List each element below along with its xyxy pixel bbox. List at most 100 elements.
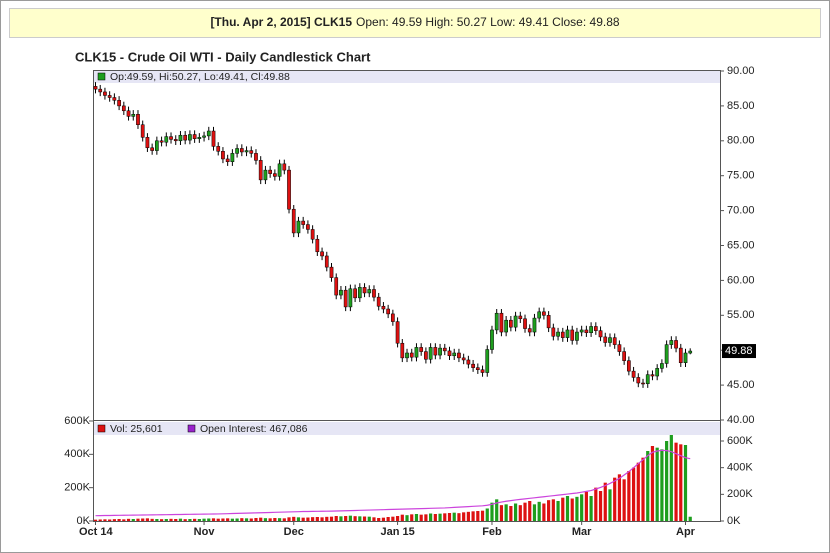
volume-bar xyxy=(622,479,626,521)
volume-bar xyxy=(277,518,282,521)
candle-body xyxy=(433,347,438,356)
volume-bar xyxy=(145,518,150,521)
volume-bar xyxy=(476,511,480,521)
candle-body xyxy=(504,319,508,333)
candle-body xyxy=(93,86,98,90)
candle-body xyxy=(391,313,395,322)
volume-bar xyxy=(683,445,688,521)
candle-body xyxy=(324,255,329,268)
volume-bar xyxy=(537,501,541,521)
volume-bar xyxy=(211,518,216,521)
candle-body xyxy=(268,169,272,174)
volume-bar xyxy=(509,506,513,521)
volume-bar xyxy=(202,518,206,521)
volume-bar xyxy=(98,519,102,521)
candle-body xyxy=(348,288,353,308)
volume-bar xyxy=(249,518,253,521)
candle-body xyxy=(244,150,249,153)
y-tick-label: 70.00 xyxy=(727,205,755,217)
y-tick-label: 65.00 xyxy=(727,239,755,251)
candle-body xyxy=(121,105,126,112)
volume-bar xyxy=(292,516,296,521)
candle-body xyxy=(584,329,589,334)
volume-bar xyxy=(164,519,168,521)
candle-body xyxy=(556,331,560,337)
volume-bar xyxy=(178,518,183,521)
candle-body xyxy=(589,326,593,333)
candle-body xyxy=(254,153,258,161)
volume-bar xyxy=(315,517,319,521)
candle-body xyxy=(452,352,457,357)
volume-bar xyxy=(504,504,508,521)
price-legend: Op:49.59, Hi:50.27, Lo:49.41, Cl:49.88 xyxy=(110,71,290,83)
volume-bar xyxy=(159,519,164,521)
candle-body xyxy=(419,347,424,352)
volume-bar xyxy=(122,519,126,521)
volume-bar xyxy=(174,519,178,521)
last-price-box xyxy=(722,344,756,359)
y-tick-label: 85.00 xyxy=(727,100,755,112)
volume-bar xyxy=(216,518,220,521)
info-bold: [Thu. Apr 2, 2015] CLK15 xyxy=(210,15,352,29)
candle-body xyxy=(674,340,678,349)
candle-body xyxy=(593,326,598,331)
volume-bar xyxy=(561,497,565,521)
candle-body xyxy=(206,130,211,137)
candle-body xyxy=(273,173,277,177)
volume-bar xyxy=(367,516,371,521)
candle-body xyxy=(447,350,452,357)
candle-body xyxy=(438,347,442,356)
x-tick-label: Jan 15 xyxy=(380,526,414,538)
candle-body xyxy=(636,377,641,384)
candle-body xyxy=(103,91,107,96)
volume-bar xyxy=(518,505,522,521)
y-tick-label: 60.00 xyxy=(727,274,755,286)
volume-bar xyxy=(287,517,291,521)
candle-body xyxy=(532,317,537,333)
candle-body xyxy=(178,134,183,142)
chart-title: CLK15 - Crude Oil WTI - Daily Candlestic… xyxy=(75,49,371,64)
y2-tick-label: 200K xyxy=(727,488,753,500)
candle-body xyxy=(494,312,499,331)
volume-bar xyxy=(254,518,258,521)
candle-body xyxy=(622,351,626,361)
volume-bar xyxy=(650,446,655,521)
volume-bar xyxy=(480,510,485,521)
volume-bar xyxy=(193,518,197,521)
candle-body xyxy=(565,329,570,338)
volume-bar xyxy=(641,457,645,521)
candle-body xyxy=(527,328,532,333)
candle-body xyxy=(258,160,263,181)
candle-body xyxy=(669,340,674,345)
candle-body xyxy=(551,327,556,337)
candle-body xyxy=(239,148,244,153)
candle-body xyxy=(117,100,121,107)
candle-body xyxy=(386,308,390,315)
y2-tick-label: 600K xyxy=(727,435,753,447)
x-tick-label: Feb xyxy=(482,526,502,538)
candle-body xyxy=(164,136,169,143)
volume-bar xyxy=(103,519,107,521)
volume-bar xyxy=(462,512,466,521)
candle-body xyxy=(339,289,343,296)
candle-body xyxy=(315,238,320,253)
volume-bar xyxy=(93,519,98,521)
candle-body xyxy=(310,229,315,240)
volume-bar xyxy=(655,447,659,521)
candle-body xyxy=(395,321,400,344)
volume-bar xyxy=(372,517,376,521)
volume-bar xyxy=(329,516,334,521)
volume-bar xyxy=(334,516,338,521)
candle-body xyxy=(225,158,230,162)
y2-tick-label: 0K xyxy=(727,515,741,527)
volume-bar xyxy=(429,513,433,521)
volume-bar xyxy=(513,503,518,521)
volume-bar xyxy=(391,516,395,521)
volume-bar xyxy=(665,441,669,521)
candle-body xyxy=(664,344,669,364)
y-tick-label: 80.00 xyxy=(727,135,755,147)
candle-body xyxy=(381,305,386,310)
candle-body xyxy=(400,342,405,359)
oi-legend: Open Interest: 467,086 xyxy=(200,423,308,435)
legend-swatch xyxy=(97,72,106,81)
